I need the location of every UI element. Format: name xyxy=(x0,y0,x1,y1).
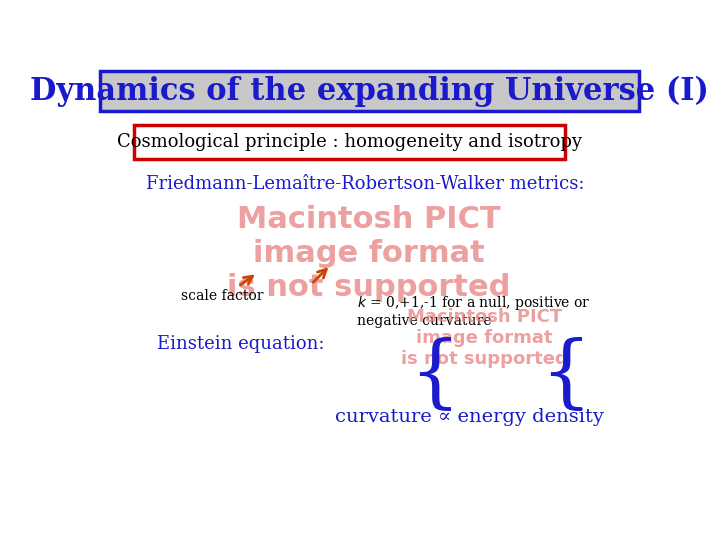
Text: curvature ∝ energy density: curvature ∝ energy density xyxy=(335,408,603,427)
Text: Dynamics of the expanding Universe (I): Dynamics of the expanding Universe (I) xyxy=(30,76,708,106)
Text: }: } xyxy=(390,332,441,409)
Text: scale factor: scale factor xyxy=(181,289,264,303)
Text: }: } xyxy=(521,332,572,409)
Text: Cosmological principle : homogeneity and isotropy: Cosmological principle : homogeneity and… xyxy=(117,133,582,151)
FancyBboxPatch shape xyxy=(134,125,565,159)
Text: Friedmann-Lemaître-Robertson-Walker metrics:: Friedmann-Lemaître-Robertson-Walker metr… xyxy=(145,175,584,193)
Text: $k$ = 0,+1,-1 for a null, positive or
negative curvature: $k$ = 0,+1,-1 for a null, positive or ne… xyxy=(357,294,591,328)
Text: Einstein equation:: Einstein equation: xyxy=(157,335,325,353)
Text: Macintosh PICT
image format
is not supported: Macintosh PICT image format is not suppo… xyxy=(228,205,510,301)
Text: Macintosh PICT
image format
is not supported: Macintosh PICT image format is not suppo… xyxy=(401,308,568,368)
FancyBboxPatch shape xyxy=(99,71,639,111)
